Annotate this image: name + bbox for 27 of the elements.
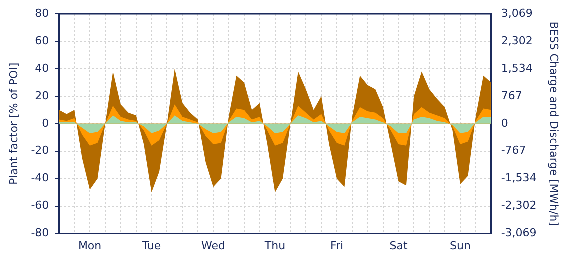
y-tick-label: -20	[31, 144, 50, 158]
y-tick-label: 0	[42, 116, 50, 130]
y2-tick-label: -2,302	[501, 199, 537, 212]
x-tick-label: Wed	[202, 239, 226, 252]
x-tick-label: Thu	[264, 239, 286, 252]
y2-tick-label: 2,302	[501, 34, 533, 48]
x-tick-label: Fri	[330, 239, 344, 252]
y2-tick-label: 767	[501, 89, 522, 102]
y2-tick-label: -3,069	[501, 226, 537, 240]
y-axis-title: Plant factor [% of POI]	[7, 62, 20, 185]
x-tick-label: Mon	[78, 239, 102, 252]
y-tick-label: 40	[35, 62, 50, 75]
y-tick-label: -80	[31, 226, 50, 240]
y2-axis-title: BESS Charge and Discharge [MWh/h]	[548, 22, 561, 226]
y-tick-label: -40	[31, 172, 50, 185]
y-tick-label: 80	[35, 6, 50, 20]
x-tick-label: Sat	[390, 239, 408, 252]
x-tick-label: Sun	[450, 239, 471, 252]
y-tick-label: -60	[31, 199, 50, 212]
y2-tick-label: -767	[501, 144, 526, 158]
y2-tick-label: 3,069	[501, 6, 533, 20]
y2-tick-label: -1,534	[501, 172, 537, 185]
y-tick-label: 60	[35, 34, 50, 48]
y2-tick-label: 0	[501, 116, 508, 130]
x-tick-label: Tue	[141, 239, 162, 252]
y-tick-label: 20	[35, 89, 50, 102]
y2-tick-label: 1,534	[501, 62, 533, 75]
